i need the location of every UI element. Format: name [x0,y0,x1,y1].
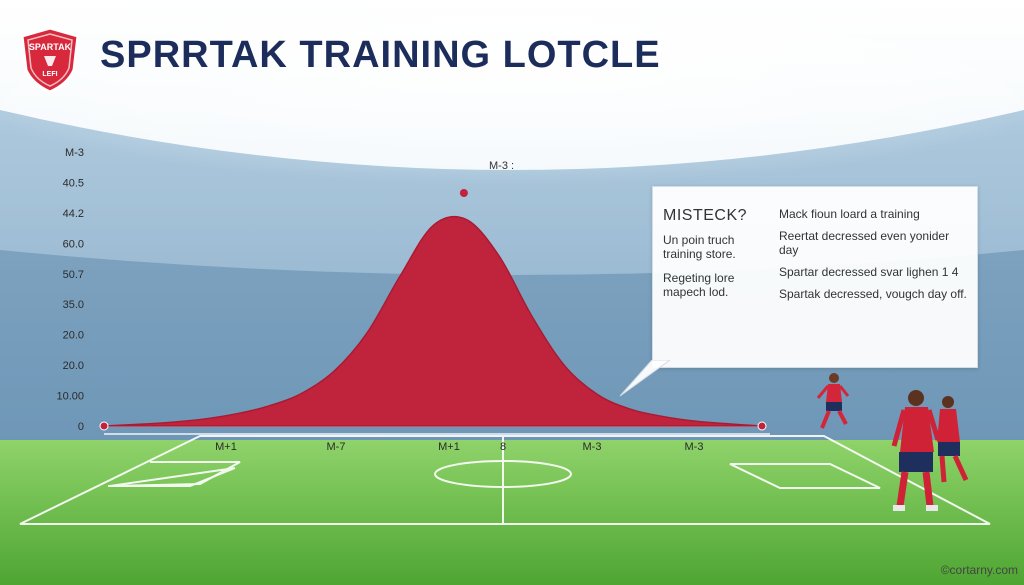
pitch-lines [19,435,991,525]
player-standing-front [891,390,941,511]
player-standing-back [937,396,969,483]
callout-left-line-1: Un poin truch training store. [663,233,736,261]
callout-right-line-2: Reertat decressed even yonider day [779,229,950,257]
peak-annotation-label: M-3 : [489,160,515,172]
y-axis-tick-labels: M-3 40.5 44.2 60.0 50.7 35.0 20.0 20.0 10.00 0 [56,147,84,433]
series-end-marker [757,421,767,431]
spartak-shield-logo: SPARTAK LEFI [20,26,80,94]
player-running-far [816,373,850,429]
callout-left-line-2: Regeting lore mapech lod. [663,271,735,299]
y-tick-label: 35.0 [63,299,84,311]
annotation-callout: MISTECK? Un poin truch training store. R… [652,186,978,368]
chart-title: SPRRTAK TRAINING LOTCLE [100,34,661,76]
x-tick-label: M-3 [685,441,704,453]
series-start-marker [99,421,109,431]
y-tick-label: 10.00 [56,391,84,403]
watermark-text: ©cortarny.com [940,563,1018,577]
x-tick-label: M+1 [438,441,460,453]
y-tick-label: 40.5 [63,177,84,189]
area-series [99,189,767,431]
logo-text-top: SPARTAK [29,42,72,52]
callout-right-line-3: Spartar decressed svar lighen 1 4 [779,265,959,279]
y-tick-label: 20.0 [63,330,84,342]
callout-right-line-1: Mack fioun loard a training [779,207,920,221]
logo-text-bottom: LEFI [42,71,57,78]
area-series-fill [103,215,763,427]
x-tick-label: M-3 [583,441,602,453]
series-peak-marker [459,189,468,197]
callout-pointer [619,360,670,397]
y-tick-label: 20.0 [63,360,84,372]
y-tick-label: 0 [78,421,84,433]
x-tick-label: M-7 [327,441,346,453]
y-tick-label: 44.2 [63,208,84,220]
callout-heading: MISTECK? [663,207,748,224]
x-tick-label: 8 [500,441,506,453]
callout-right-line-4: Spartak decressed, vougch day off. [779,287,967,301]
callout-left-column: MISTECK? Un poin truch training store. R… [663,207,771,309]
y-tick-label: 50.7 [63,269,84,281]
x-axis-tick-labels: M+1 M-7 M+1 8 M-3 M-3 [215,441,703,453]
stadium-light-glow [0,10,1024,230]
y-tick-label: M-3 [65,147,84,159]
x-tick-label: M+1 [215,441,237,453]
y-tick-label: 60.0 [63,238,84,250]
football-pitch [0,440,1024,585]
callout-right-column: Mack fioun loard a training Reertat decr… [779,207,969,309]
